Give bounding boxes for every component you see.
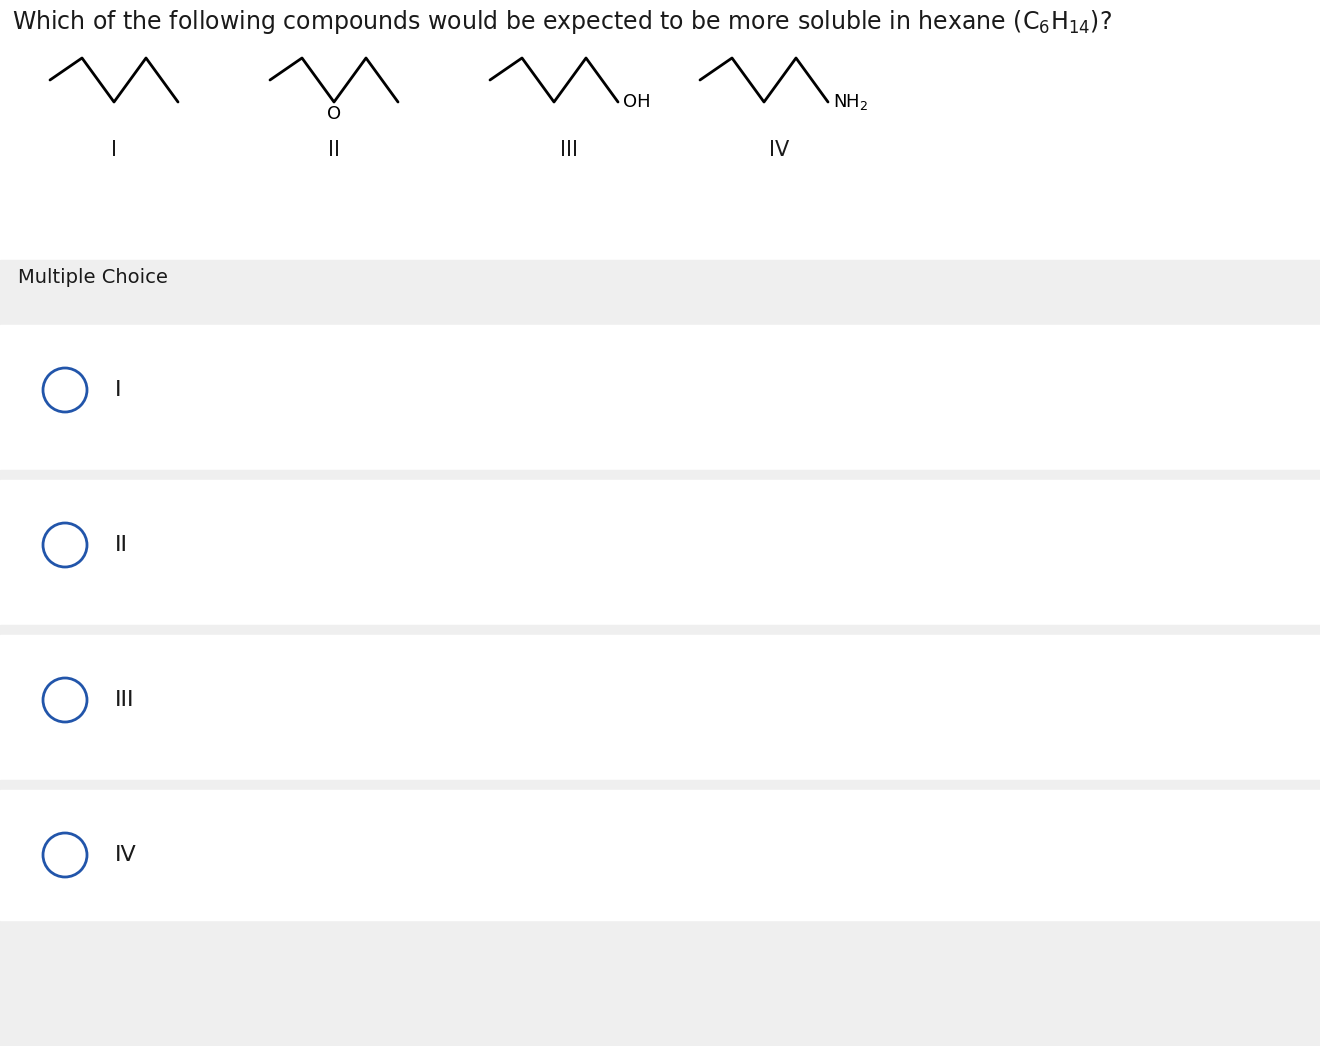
Text: IV: IV [768, 140, 789, 160]
Text: OH: OH [623, 93, 651, 111]
Bar [0, 790, 1320, 920]
Text: NH$_2$: NH$_2$ [833, 92, 869, 112]
Bar [0, 470, 1320, 480]
Text: II: II [327, 140, 341, 160]
Bar [0, 635, 1320, 765]
Text: Multiple Choice: Multiple Choice [18, 268, 168, 287]
Text: II: II [115, 535, 128, 555]
Text: I: I [111, 140, 117, 160]
Bar [0, 325, 1320, 455]
Bar [0, 260, 1320, 315]
Text: IV: IV [115, 845, 137, 865]
Bar [0, 480, 1320, 610]
Text: III: III [560, 140, 578, 160]
Text: III: III [115, 690, 135, 710]
Bar [0, 920, 1320, 1046]
Text: Which of the following compounds would be expected to be more soluble in hexane : Which of the following compounds would b… [12, 8, 1111, 36]
Bar [0, 626, 1320, 635]
Bar [0, 780, 1320, 790]
Text: I: I [115, 380, 121, 400]
Bar [0, 315, 1320, 325]
Text: O: O [327, 105, 341, 123]
